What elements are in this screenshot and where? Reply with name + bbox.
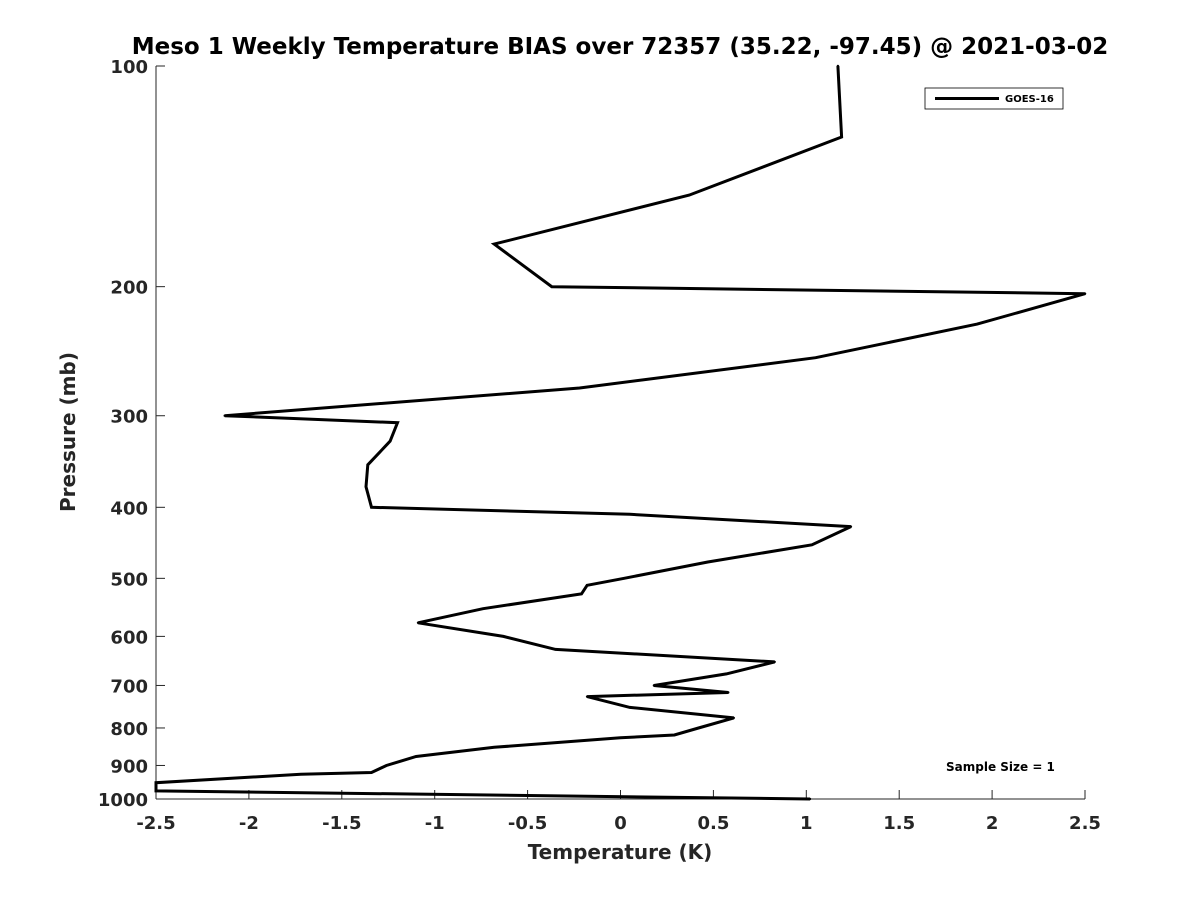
data-point xyxy=(388,440,392,443)
x-tick-label: 1.5 xyxy=(883,813,915,834)
data-point xyxy=(732,716,735,720)
series-layer xyxy=(154,64,1087,801)
y-tick-label: 700 xyxy=(110,676,148,697)
data-point xyxy=(673,733,676,737)
chart-title: Meso 1 Weekly Temperature BIAS over 7235… xyxy=(132,34,1109,60)
data-point xyxy=(493,242,496,246)
data-point xyxy=(1083,292,1087,295)
data-point xyxy=(154,789,158,793)
data-point xyxy=(849,525,853,528)
data-point xyxy=(366,463,369,466)
data-point xyxy=(414,755,418,758)
data-point xyxy=(585,584,589,587)
y-tick-label: 1000 xyxy=(98,790,148,811)
y-tick-label: 800 xyxy=(110,719,148,740)
data-point xyxy=(396,421,399,424)
data-point xyxy=(725,672,728,676)
data-point xyxy=(697,726,700,730)
data-point xyxy=(493,746,496,749)
data-point xyxy=(619,736,622,739)
data-point xyxy=(623,577,626,580)
data-point xyxy=(370,771,373,774)
data-point xyxy=(810,543,814,546)
data-point xyxy=(416,621,420,624)
x-axis-label: Temperature (K) xyxy=(528,840,713,864)
x-tick-label: 0.5 xyxy=(697,813,729,834)
y-tick-label: 200 xyxy=(110,278,148,299)
x-tick-label: 1 xyxy=(800,813,813,834)
data-point xyxy=(652,684,656,687)
y-axis-label: Pressure (mb) xyxy=(56,352,80,512)
x-tick-label: 0 xyxy=(614,813,627,834)
data-point xyxy=(154,781,158,784)
y-tick-label: 300 xyxy=(110,407,148,428)
x-tick-label: -2.5 xyxy=(136,813,175,834)
data-point xyxy=(299,773,303,776)
x-tick-label: -1 xyxy=(425,813,445,834)
x-tick-label: 2.5 xyxy=(1069,813,1101,834)
y-tick-label: 100 xyxy=(110,57,148,78)
data-point xyxy=(364,485,368,488)
data-point xyxy=(814,356,817,359)
data-point xyxy=(628,706,631,709)
x-tick-label: 2 xyxy=(986,813,999,834)
y-tick-label: 400 xyxy=(110,498,148,519)
tick-labels: -2.5 -2 -1.5 -1 -0.5 0 0.5 1 1.5 2 2.5 100 200 300 400… xyxy=(98,57,1101,834)
y-tick-label: 900 xyxy=(110,756,148,777)
data-point xyxy=(836,64,840,68)
data-point xyxy=(773,660,776,664)
y-tick-label: 600 xyxy=(110,627,148,648)
x-tick-label: -1.5 xyxy=(322,813,361,834)
series-line-goes-16 xyxy=(154,65,1086,801)
sample-size-annotation: Sample Size = 1 xyxy=(946,760,1055,774)
data-point xyxy=(223,414,226,417)
y-tick-label: 500 xyxy=(110,569,148,590)
data-point xyxy=(385,764,388,767)
data-point xyxy=(585,695,589,698)
data-point xyxy=(688,193,691,197)
data-point xyxy=(840,135,843,139)
data-point xyxy=(706,560,709,564)
data-point xyxy=(550,285,553,288)
data-point xyxy=(976,322,979,326)
data-point xyxy=(502,635,505,638)
data-point xyxy=(628,513,631,516)
x-tick-label: -0.5 xyxy=(508,813,547,834)
data-point xyxy=(727,691,730,694)
x-tick-label: -2 xyxy=(239,813,259,834)
data-point xyxy=(554,648,557,651)
data-point xyxy=(481,607,485,610)
data-point xyxy=(808,797,812,801)
data-point xyxy=(580,592,583,596)
legend: GOES-16 xyxy=(924,87,1064,110)
data-point xyxy=(578,386,581,390)
data-point xyxy=(370,506,373,509)
legend-label-goes-16: GOES-16 xyxy=(1005,94,1054,105)
